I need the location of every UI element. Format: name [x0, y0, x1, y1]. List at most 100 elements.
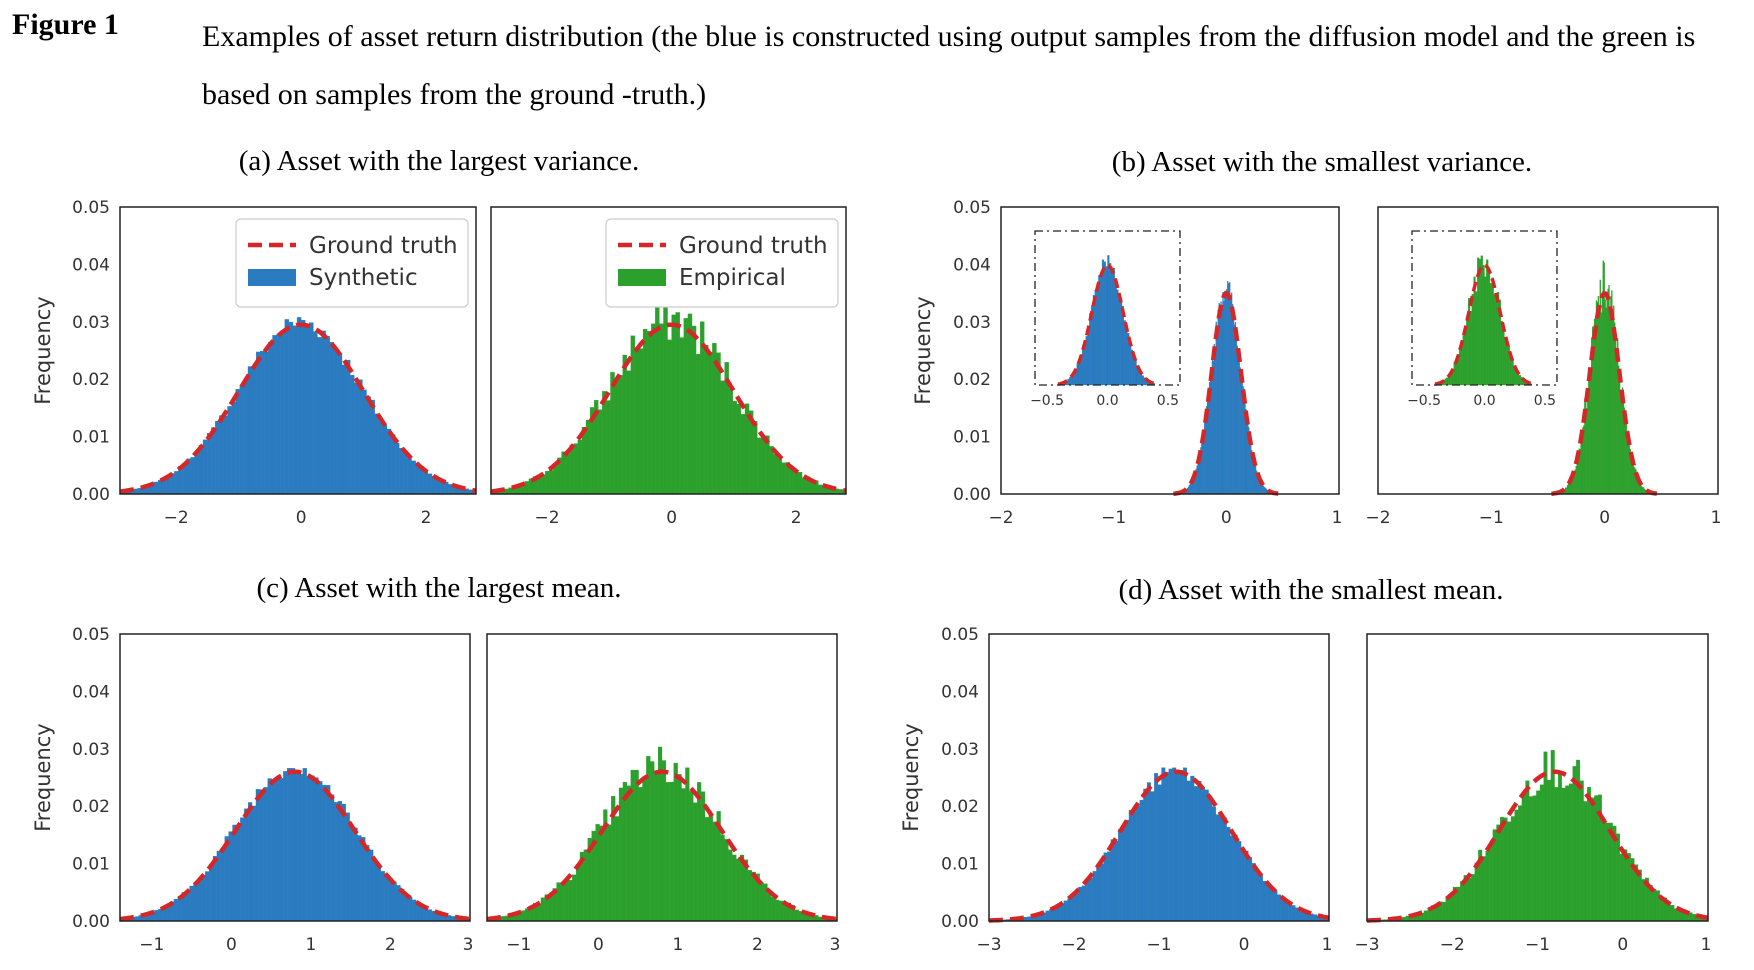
histogram-bar [1212, 806, 1216, 922]
inset-bar [1502, 331, 1505, 386]
x-tick-label: 3 [830, 935, 841, 955]
histogram-bar [607, 824, 612, 922]
histogram-bar [728, 387, 733, 495]
inset-bar [1495, 297, 1498, 386]
histogram-bar [1554, 787, 1559, 922]
histogram-bar [687, 313, 693, 495]
inset-bar [1518, 375, 1521, 386]
legend: Ground truth Empirical [605, 218, 839, 308]
inset-x-tick-label: 0.0 [1096, 393, 1118, 409]
inset-frame [1411, 230, 1558, 386]
histogram-bar [1255, 870, 1260, 922]
histogram-bar [720, 380, 725, 495]
ground-truth-curve [989, 769, 1330, 923]
histogram-bar [614, 816, 620, 922]
histogram-bar [781, 462, 786, 495]
inset-bar [1109, 263, 1112, 386]
histogram-bar [247, 802, 253, 922]
y-tick-label: 0.05 [72, 625, 110, 645]
histogram-bar [782, 904, 788, 922]
histogram-bar [287, 768, 292, 922]
inset-bar [1105, 266, 1108, 386]
histogram-bar [1262, 880, 1267, 922]
histogram-bar [370, 399, 375, 495]
histogram-bar [599, 825, 604, 922]
histogram-bar [283, 771, 288, 922]
histogram-bar [568, 879, 573, 922]
histogram-bar [1449, 894, 1454, 922]
inset-bar [1497, 292, 1500, 386]
histogram-bar [390, 434, 396, 495]
histogram-bar [1146, 782, 1151, 922]
histogram-bar [1168, 768, 1173, 922]
histogram-bar [239, 385, 245, 495]
histogram-bar [1291, 905, 1296, 922]
legend-label: Synthetic [309, 265, 418, 291]
histogram-bar [220, 848, 225, 922]
histogram-bar [1518, 805, 1523, 922]
histogram-bar [267, 778, 272, 922]
histogram-bar [329, 794, 335, 922]
x-tick-label: −2 [988, 508, 1013, 528]
histogram-bar [1237, 841, 1242, 922]
ground-truth-curve [486, 769, 838, 922]
histogram-bar [700, 791, 706, 922]
histogram-bar [194, 453, 200, 495]
ground-truth-curve [490, 322, 847, 494]
histogram-bar [407, 457, 412, 495]
inset-bar [1118, 293, 1121, 386]
histogram-bar [1489, 844, 1494, 922]
histogram-bar [1259, 875, 1263, 922]
histogram-bar [333, 349, 339, 495]
histogram-bar [374, 413, 379, 495]
histogram-bar [1117, 829, 1122, 922]
histogram-bar [661, 760, 667, 922]
inset-bar [1458, 346, 1462, 386]
histogram-bar [255, 789, 261, 922]
histogram-bar [1172, 767, 1177, 922]
histogram-bar [1154, 773, 1159, 922]
histogram-bar [1143, 788, 1148, 922]
histogram-bar [1161, 767, 1166, 922]
histogram-bar [669, 781, 674, 922]
histogram-bar [1605, 822, 1610, 922]
histogram-bar [1514, 809, 1519, 922]
histogram-bar [1445, 897, 1450, 922]
histogram-bar [294, 772, 300, 922]
histogram-bar [251, 805, 257, 922]
x-tick-label: −3 [976, 935, 1001, 955]
x-tick-label: 2 [385, 935, 396, 955]
histogram-bar [1222, 817, 1227, 922]
histogram-bar [793, 471, 799, 495]
histogram-bar [1587, 786, 1591, 922]
panel-title: (b) Asset with the smallest variance. [1112, 146, 1532, 178]
histogram-bar [560, 882, 565, 922]
legend-swatch-bar [618, 269, 666, 286]
x-tick-label: 0 [226, 935, 237, 955]
histogram-bar [182, 465, 187, 495]
histogram-bar [667, 339, 672, 495]
histogram-bar [695, 354, 701, 495]
histogram-bar [326, 785, 331, 922]
x-tick-label: −2 [1061, 935, 1086, 955]
histogram-bar [524, 481, 530, 495]
inset-bar [1504, 337, 1507, 386]
subplot-7: −3 −2 −1 0 1 [1354, 633, 1711, 955]
inset-bar [1116, 289, 1119, 386]
histogram-bar [1503, 817, 1508, 922]
histogram-bar [794, 909, 799, 922]
histogram-bar [1132, 807, 1137, 922]
histogram-bar [357, 835, 362, 922]
histogram-bar [759, 882, 764, 922]
y-tick-label: 0.02 [953, 370, 991, 390]
legend: Ground truth Synthetic [235, 218, 469, 308]
histogram-bar [322, 784, 327, 922]
x-tick-label: 1 [1322, 935, 1333, 955]
y-tick-label: 0.02 [72, 370, 110, 390]
histogram-bar [423, 470, 429, 495]
histogram-bar [651, 323, 656, 495]
histogram-bar [1103, 852, 1108, 922]
histogram-bar [341, 803, 346, 922]
histogram-bar [190, 457, 195, 495]
inset-bar [1110, 271, 1114, 386]
